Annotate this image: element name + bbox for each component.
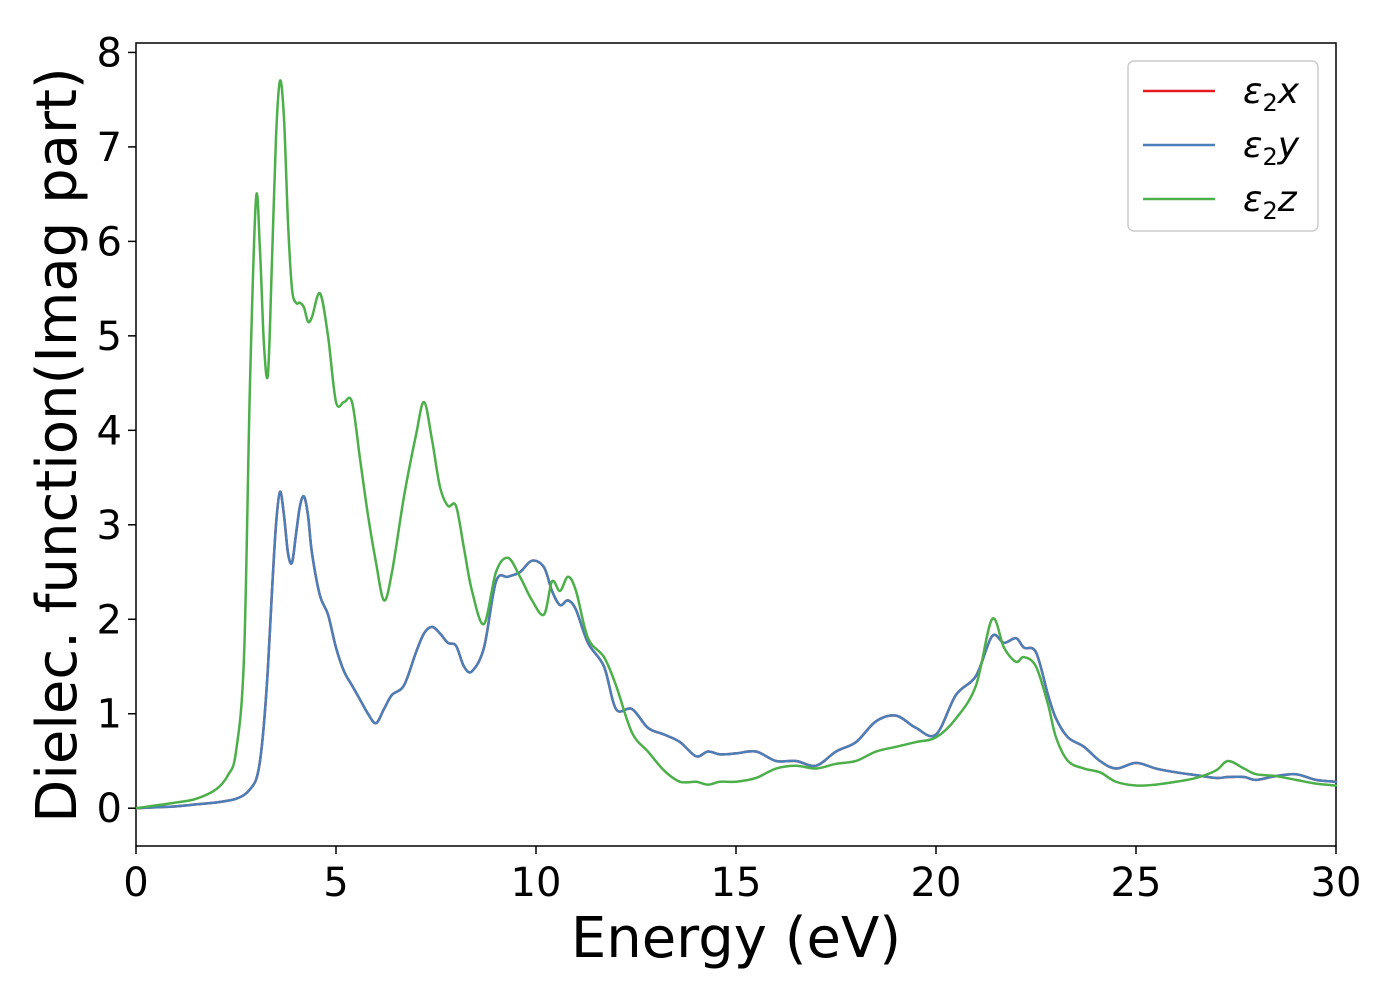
y-tick-label: 7	[97, 125, 122, 171]
x-axis-ticks: 0 5 10 15 20 25 30	[123, 846, 1361, 906]
y-tick-label: 8	[97, 30, 122, 76]
x-tick-label: 5	[323, 860, 348, 906]
x-axis-title: Energy (eV)	[571, 906, 901, 971]
series-layer	[134, 79, 1338, 810]
x-tick-label: 25	[1111, 860, 1162, 906]
legend-box	[1127, 60, 1319, 232]
legend-label-1: ε2x	[1243, 71, 1300, 117]
legend: ε2x ε2y ε2z	[1127, 60, 1319, 232]
x-tick-label: 20	[911, 860, 962, 906]
x-tick-label: 10	[511, 860, 562, 906]
y-axis-ticks: 0 1 2 3 4 5 6 7 8	[97, 30, 136, 832]
y-tick-label: 6	[97, 219, 122, 265]
y-tick-label: 3	[97, 503, 122, 549]
y-tick-label: 4	[97, 408, 122, 454]
y-tick-label: 1	[97, 692, 122, 738]
y-tick-label: 5	[97, 314, 122, 360]
series-line-1	[134, 490, 1338, 810]
y-axis-title: Dielec. function(Imag part)	[25, 67, 90, 823]
y-tick-label: 0	[97, 786, 122, 832]
legend-label-3: ε2z	[1243, 179, 1298, 225]
y-tick-label: 2	[97, 597, 122, 643]
legend-label-2: ε2y	[1243, 125, 1300, 171]
x-tick-label: 15	[711, 860, 762, 906]
series-line-3	[134, 79, 1338, 810]
x-tick-label: 0	[123, 860, 148, 906]
x-tick-label: 30	[1311, 860, 1362, 906]
series-line-2	[134, 490, 1338, 810]
